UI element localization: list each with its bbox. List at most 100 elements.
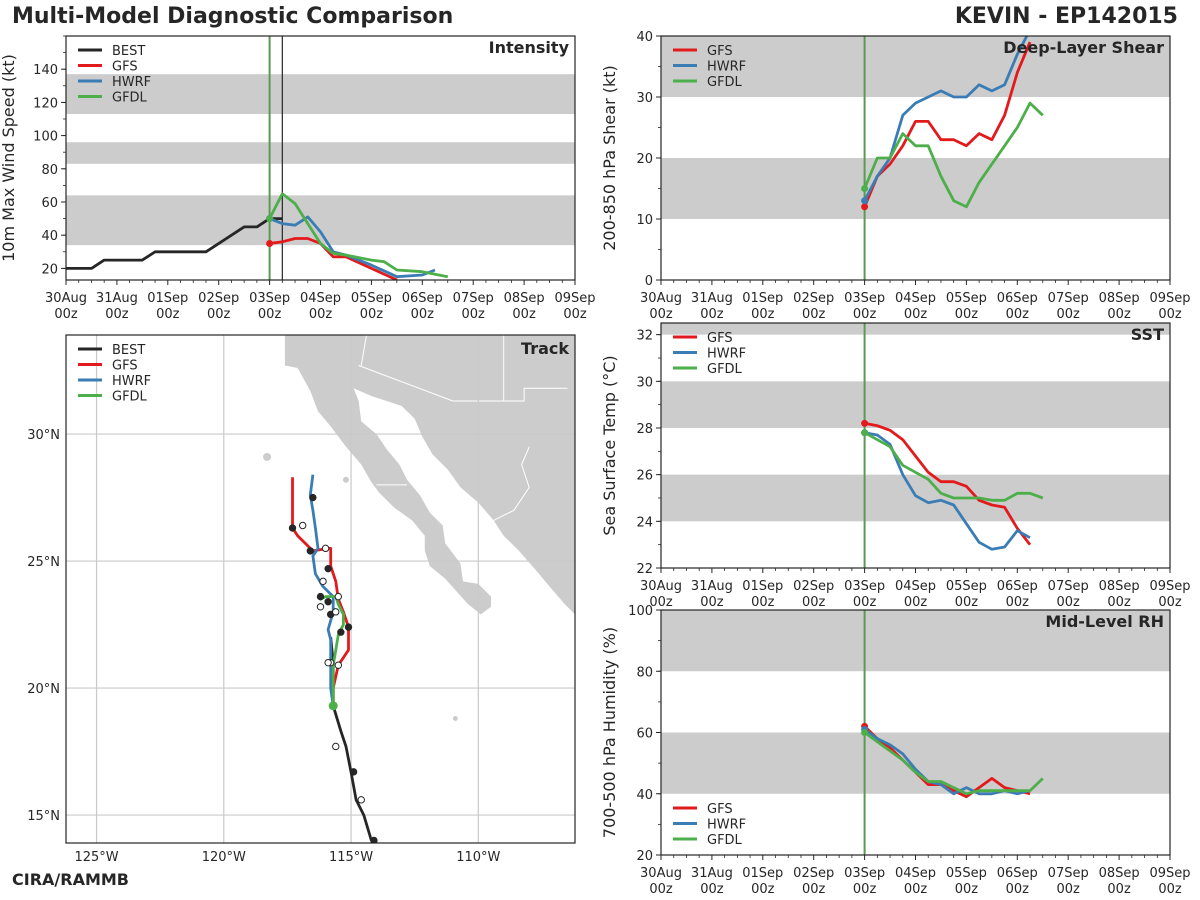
x-tick-label-date: 07Sep [1048, 866, 1089, 881]
x-tick-label-date: 02Sep [793, 291, 834, 306]
chart-shear: 01020304030Aug00z31Aug00z01Sep00z02Sep00… [600, 30, 1191, 322]
x-tick-label-hour: 00z [54, 307, 78, 322]
x-tick-label-date: 02Sep [793, 579, 834, 594]
series-line-gfs [863, 41, 1032, 208]
y-tick-label: 30 [636, 91, 653, 106]
x-tick-label-hour: 00z [1158, 882, 1182, 897]
x-tick-label-date: 07Sep [1048, 579, 1089, 594]
series-line-gfdl [863, 731, 1044, 796]
x-tick-label-hour: 00z [1057, 595, 1081, 610]
shaded-band [66, 195, 575, 246]
x-tick-label-hour: 00z [802, 595, 826, 610]
state-border [360, 335, 368, 366]
x-tick-label-date: 08Sep [1099, 579, 1140, 594]
series-line-best [66, 217, 283, 270]
shaded-band [66, 142, 575, 164]
legend-label-hwrf: HWRF [707, 347, 746, 362]
x-tick-label-date: 04Sep [895, 866, 936, 881]
x-tick-label-hour: 00z [1057, 882, 1081, 897]
start-point-gfdl [861, 429, 869, 437]
x-tick-label-hour: 00z [1006, 882, 1030, 897]
legend-label-gfs: GFS [707, 331, 733, 346]
y-tick-label: 30 [636, 375, 653, 390]
x-tick-label-date: 05Sep [946, 866, 987, 881]
x-tick-label-date: 30Aug [640, 866, 682, 881]
x-tick-label-hour: 00z [258, 307, 282, 322]
x-tick-label-date: 01Sep [742, 291, 783, 306]
island [405, 508, 410, 513]
x-tick-label-hour: 00z [1107, 595, 1131, 610]
x-tick-label-date: 08Sep [504, 291, 545, 306]
y-tick-label: 20 [636, 849, 653, 864]
legend-label-hwrf: HWRF [707, 60, 746, 75]
y-tick-label: 26 [636, 469, 653, 484]
panel-label: SST [1131, 325, 1164, 344]
x-tick-label-date: 04Sep [300, 291, 341, 306]
x-tick-label-date: 05Sep [946, 579, 987, 594]
lon-label: 120°W [202, 850, 246, 865]
y-tick-label: 140 [33, 63, 58, 78]
x-tick-label-date: 03Sep [844, 291, 885, 306]
track-position-marker [357, 796, 365, 804]
legend-label-best: BEST [112, 343, 145, 358]
series-line-gfdl [863, 101, 1044, 209]
x-tick-label-hour: 00z [1158, 595, 1182, 610]
y-tick-label: 80 [41, 163, 58, 178]
x-tick-label-date: 01Sep [742, 579, 783, 594]
x-tick-label-hour: 00z [563, 307, 587, 322]
panel-label: Intensity [489, 38, 570, 57]
chart-rh: 2040608010030Aug00z31Aug00z01Sep00z02Sep… [600, 604, 1191, 897]
shaded-band [661, 36, 1170, 97]
x-tick-label-date: 31Aug [691, 579, 733, 594]
y-tick-label: 40 [41, 229, 58, 244]
legend-label-gfdl: GFDL [707, 75, 743, 90]
y-tick-label: 120 [33, 96, 58, 111]
track-position-marker [324, 658, 332, 667]
x-tick-label-hour: 00z [512, 307, 536, 322]
x-tick-label-hour: 00z [955, 595, 979, 610]
y-tick-label: 60 [636, 727, 653, 742]
y-tick-label: 20 [41, 262, 58, 277]
y-tick-label: 40 [636, 30, 653, 45]
start-point-gfdl [861, 185, 869, 192]
x-tick-label-hour: 00z [462, 307, 486, 322]
track-position-marker [324, 598, 332, 606]
x-tick-label-hour: 00z [1107, 882, 1131, 897]
x-tick-label-date: 04Sep [895, 291, 936, 306]
chart-intensity: 2040608010012014030Aug00z31Aug00z01Sep00… [0, 35, 596, 322]
panel-label: Mid-Level RH [1045, 612, 1164, 631]
x-tick-label-hour: 00z [955, 882, 979, 897]
x-tick-label-date: 03Sep [844, 866, 885, 881]
x-tick-label-hour: 00z [105, 307, 129, 322]
chart-sst: 22242628303230Aug00z31Aug00z01Sep00z02Se… [600, 322, 1191, 610]
legend-label-gfs: GFS [112, 359, 138, 374]
x-tick-label-hour: 00z [853, 882, 877, 897]
island [452, 716, 458, 722]
series-line-gfdl [863, 431, 1044, 502]
x-tick-label-date: 09Sep [1149, 291, 1190, 306]
series-line-gfdl [268, 192, 449, 279]
track-position-marker [370, 836, 378, 843]
legend-label-gfdl: GFDL [112, 91, 148, 106]
track-position-marker [321, 544, 330, 553]
x-tick-label-hour: 00z [904, 595, 928, 610]
legend-label-gfdl: GFDL [707, 833, 743, 848]
x-tick-label-date: 06Sep [402, 291, 443, 306]
legend-label-gfdl: GFDL [112, 390, 148, 405]
x-tick-label-date: 06Sep [997, 291, 1038, 306]
track-position-marker [349, 768, 358, 776]
track-position-marker [316, 603, 325, 611]
y-tick-label: 0 [645, 274, 653, 289]
x-tick-label-date: 30Aug [640, 291, 682, 306]
x-tick-label-hour: 00z [649, 307, 673, 322]
x-tick-label-hour: 00z [411, 307, 435, 322]
start-point-gfs [861, 203, 869, 211]
shaded-band [661, 381, 1170, 428]
y-tick-label: 20 [636, 152, 653, 167]
chart-track: 125°W 120°W 115°W 110°W 15°N 20°N 25°N 30°N Trac… [27, 334, 576, 865]
x-tick-label-date: 06Sep [997, 866, 1038, 881]
x-tick-label-date: 01Sep [147, 291, 188, 306]
y-tick-label: 100 [33, 130, 58, 145]
shaded-band [661, 158, 1170, 219]
